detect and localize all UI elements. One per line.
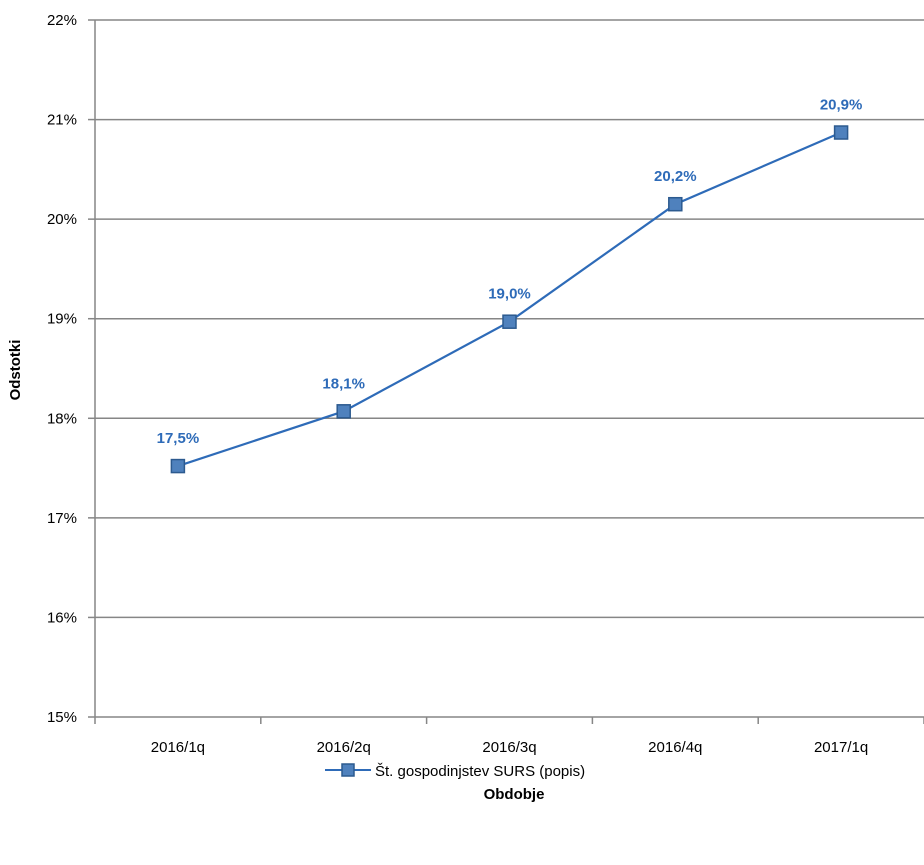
x-tick-label: 2017/1q [814, 739, 868, 756]
data-label: 20,2% [654, 168, 697, 185]
data-label: 19,0% [488, 286, 531, 303]
axes [88, 19, 924, 724]
data-point [170, 458, 186, 474]
x-tick-label: 2016/4q [648, 739, 702, 756]
x-tick-labels: 2016/1q 2016/2q 2016/3q 2016/4q 2017/1q [151, 739, 868, 756]
legend-marker [341, 763, 355, 777]
data-point [668, 196, 683, 212]
y-tick-label: 21% [47, 112, 77, 129]
gridlines [95, 19, 924, 619]
x-tick-label: 2016/3q [482, 739, 536, 756]
legend-label: Št. gospodinjstev SURS (popis) [375, 763, 585, 780]
data-label: 18,1% [322, 375, 365, 392]
data-labels: 17,5% 18,1% 19,0% 20,2% 20,9% [157, 97, 863, 448]
y-tick-labels: 15% 16% 17% 18% 19% 20% 21% 22% [47, 12, 77, 726]
y-tick-label: 18% [47, 410, 77, 427]
y-tick-label: 17% [47, 510, 77, 527]
y-tick-label: 16% [47, 609, 77, 626]
data-label: 17,5% [157, 430, 200, 447]
series [170, 125, 849, 474]
data-point [336, 404, 351, 419]
y-tick-label: 15% [47, 709, 77, 726]
y-axis-title: Odstotki [7, 340, 24, 401]
data-point [502, 314, 517, 329]
y-tick-label: 19% [47, 311, 77, 328]
x-tick-label: 2016/1q [151, 739, 205, 756]
legend: Št. gospodinjstev SURS (popis) [325, 763, 585, 780]
y-tick-label: 22% [47, 12, 77, 29]
data-label: 20,9% [820, 97, 863, 114]
x-axis-title: Obdobje [484, 786, 545, 803]
y-tick-label: 20% [47, 211, 77, 228]
x-tick-label: 2016/2q [317, 739, 371, 756]
data-point [833, 125, 849, 140]
